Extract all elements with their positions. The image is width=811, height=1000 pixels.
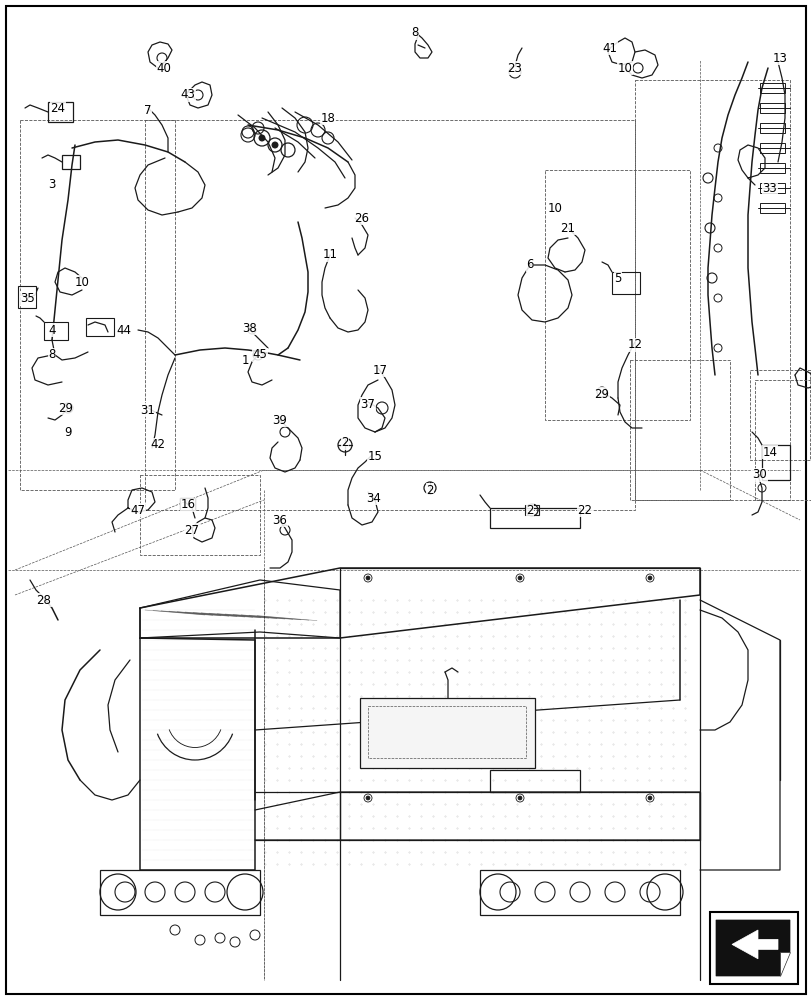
Text: 17: 17 xyxy=(372,363,387,376)
Bar xyxy=(629,360,729,500)
Text: 22: 22 xyxy=(577,504,592,516)
Text: 18: 18 xyxy=(320,111,335,124)
Text: 40: 40 xyxy=(157,62,171,75)
Bar xyxy=(759,83,784,93)
Bar xyxy=(759,123,784,133)
Text: 12: 12 xyxy=(627,338,642,352)
Bar xyxy=(100,870,260,915)
Text: 11: 11 xyxy=(322,248,337,261)
Bar xyxy=(759,103,784,113)
Bar xyxy=(489,508,579,528)
Bar xyxy=(759,163,784,173)
Bar xyxy=(48,102,73,122)
Circle shape xyxy=(647,796,651,800)
Text: 1: 1 xyxy=(241,354,248,366)
Bar xyxy=(62,155,80,169)
Text: 10: 10 xyxy=(75,275,89,288)
Text: 47: 47 xyxy=(131,504,145,516)
Text: 43: 43 xyxy=(180,89,195,102)
Text: 45: 45 xyxy=(252,349,267,361)
Text: 10: 10 xyxy=(547,202,562,215)
Bar xyxy=(544,170,689,420)
Text: 34: 34 xyxy=(366,491,381,504)
Bar xyxy=(525,505,539,515)
Text: 21: 21 xyxy=(560,222,575,234)
Text: 27: 27 xyxy=(184,524,200,536)
Bar xyxy=(761,445,789,480)
Bar xyxy=(145,120,634,510)
Text: 3: 3 xyxy=(48,178,56,192)
Circle shape xyxy=(259,135,264,141)
Text: 44: 44 xyxy=(116,324,131,336)
Bar xyxy=(479,870,679,915)
Text: 5: 5 xyxy=(614,271,621,284)
Polygon shape xyxy=(779,952,789,976)
Circle shape xyxy=(517,576,521,580)
Text: 39: 39 xyxy=(272,414,287,426)
Polygon shape xyxy=(731,930,777,959)
Bar xyxy=(359,698,534,768)
Circle shape xyxy=(366,796,370,800)
Bar xyxy=(180,498,195,510)
Polygon shape xyxy=(715,920,789,976)
Text: 10: 10 xyxy=(617,62,632,75)
Text: 23: 23 xyxy=(507,62,521,75)
Bar xyxy=(759,183,784,193)
Text: 8: 8 xyxy=(48,349,56,361)
Text: 41: 41 xyxy=(602,41,616,54)
Text: 29: 29 xyxy=(58,401,74,414)
Text: 14: 14 xyxy=(762,446,777,458)
Bar xyxy=(634,80,789,500)
Bar xyxy=(44,322,68,340)
Text: 4: 4 xyxy=(48,324,56,336)
Text: 24: 24 xyxy=(50,102,66,114)
Text: 31: 31 xyxy=(140,403,155,416)
Bar xyxy=(367,706,526,758)
Text: 30: 30 xyxy=(752,468,766,482)
Bar xyxy=(759,203,784,213)
Text: 38: 38 xyxy=(242,322,257,334)
Text: 35: 35 xyxy=(20,292,36,304)
Text: 16: 16 xyxy=(180,498,195,512)
Text: 36: 36 xyxy=(272,514,287,526)
Text: 26: 26 xyxy=(354,212,369,225)
Text: 2: 2 xyxy=(341,436,348,450)
Text: 33: 33 xyxy=(762,182,776,194)
Bar xyxy=(709,912,797,984)
Text: 2: 2 xyxy=(526,504,533,516)
Text: 29: 29 xyxy=(594,387,609,400)
Text: 13: 13 xyxy=(771,51,787,64)
Bar xyxy=(86,318,114,336)
Text: 2: 2 xyxy=(426,484,433,496)
Bar xyxy=(18,286,36,308)
Text: 8: 8 xyxy=(411,26,418,39)
Bar xyxy=(611,272,639,294)
Circle shape xyxy=(366,576,370,580)
Text: 28: 28 xyxy=(36,593,51,606)
Circle shape xyxy=(647,576,651,580)
Text: 15: 15 xyxy=(367,450,382,462)
Bar xyxy=(749,370,809,460)
Text: 37: 37 xyxy=(360,397,375,410)
Bar xyxy=(20,120,175,490)
Circle shape xyxy=(272,142,277,148)
Text: 9: 9 xyxy=(64,426,71,438)
Bar xyxy=(759,143,784,153)
Bar xyxy=(139,475,260,555)
Text: 7: 7 xyxy=(144,104,152,116)
Circle shape xyxy=(517,796,521,800)
Bar xyxy=(754,380,811,500)
Bar xyxy=(489,770,579,792)
Text: 6: 6 xyxy=(526,258,533,271)
Text: 42: 42 xyxy=(150,438,165,452)
